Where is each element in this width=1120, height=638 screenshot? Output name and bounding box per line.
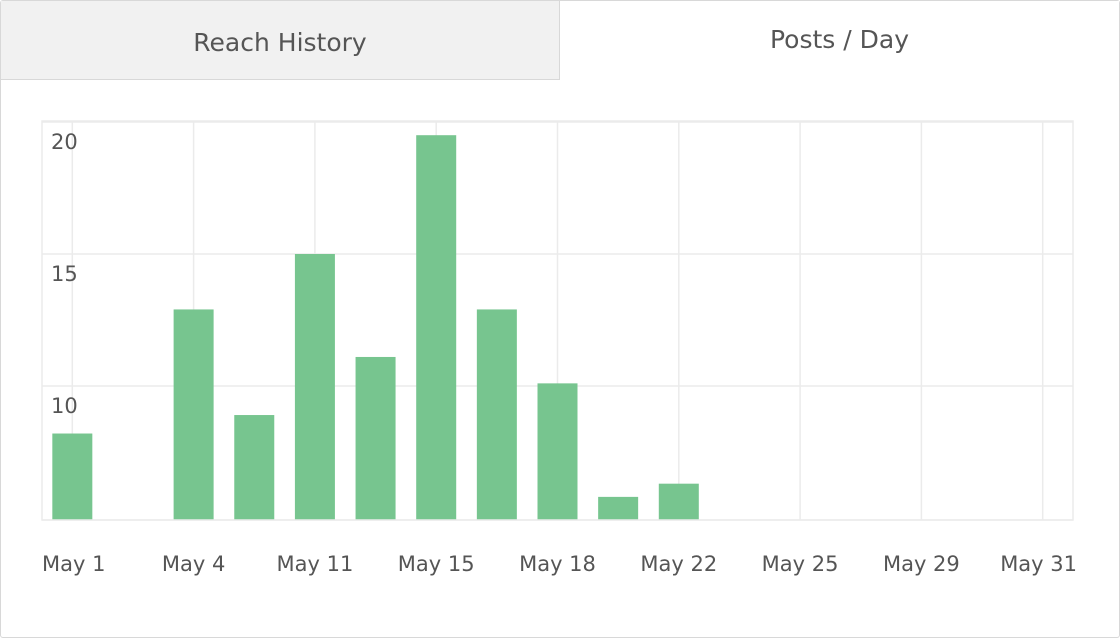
x-tick-label: May 4	[162, 552, 225, 576]
bar-5	[355, 356, 396, 520]
bar-8	[537, 383, 578, 520]
posts-per-day-chart: 10 15 20 May 1 May 4 May 11 May 15 May 18 May 22…	[1, 81, 1119, 601]
bar-2	[173, 309, 214, 520]
tab-posts-per-day-label: Posts / Day	[769, 25, 909, 54]
bar-9	[598, 496, 639, 520]
x-tick-label: May 15	[398, 552, 475, 576]
x-tick-label: May 18	[519, 552, 596, 576]
tab-reach-history-label: Reach History	[193, 27, 367, 57]
tab-posts-per-day[interactable]: Posts / Day	[560, 1, 1119, 80]
bar-4	[294, 254, 335, 520]
x-tick-label: May 29	[883, 552, 960, 576]
x-tick-label: May 22	[640, 552, 717, 576]
bar-chart-svg: 10 15 20 May 1 May 4 May 11 May 15 May 18 May 22…	[41, 120, 1077, 576]
x-tick-label: May 31	[1000, 552, 1077, 576]
y-tick-label: 10	[51, 394, 78, 418]
bar-3	[234, 415, 275, 520]
tab-reach-history[interactable]: Reach History	[1, 1, 560, 80]
bar-7	[476, 309, 517, 520]
bar-10	[658, 483, 699, 520]
x-tick-label: May 1	[42, 552, 105, 576]
x-tick-label: May 25	[762, 552, 839, 576]
y-tick-label: 15	[51, 262, 78, 286]
bar-0	[52, 433, 93, 520]
bar-6	[416, 135, 457, 520]
y-tick-label: 20	[51, 130, 78, 154]
x-tick-label: May 11	[277, 552, 354, 576]
